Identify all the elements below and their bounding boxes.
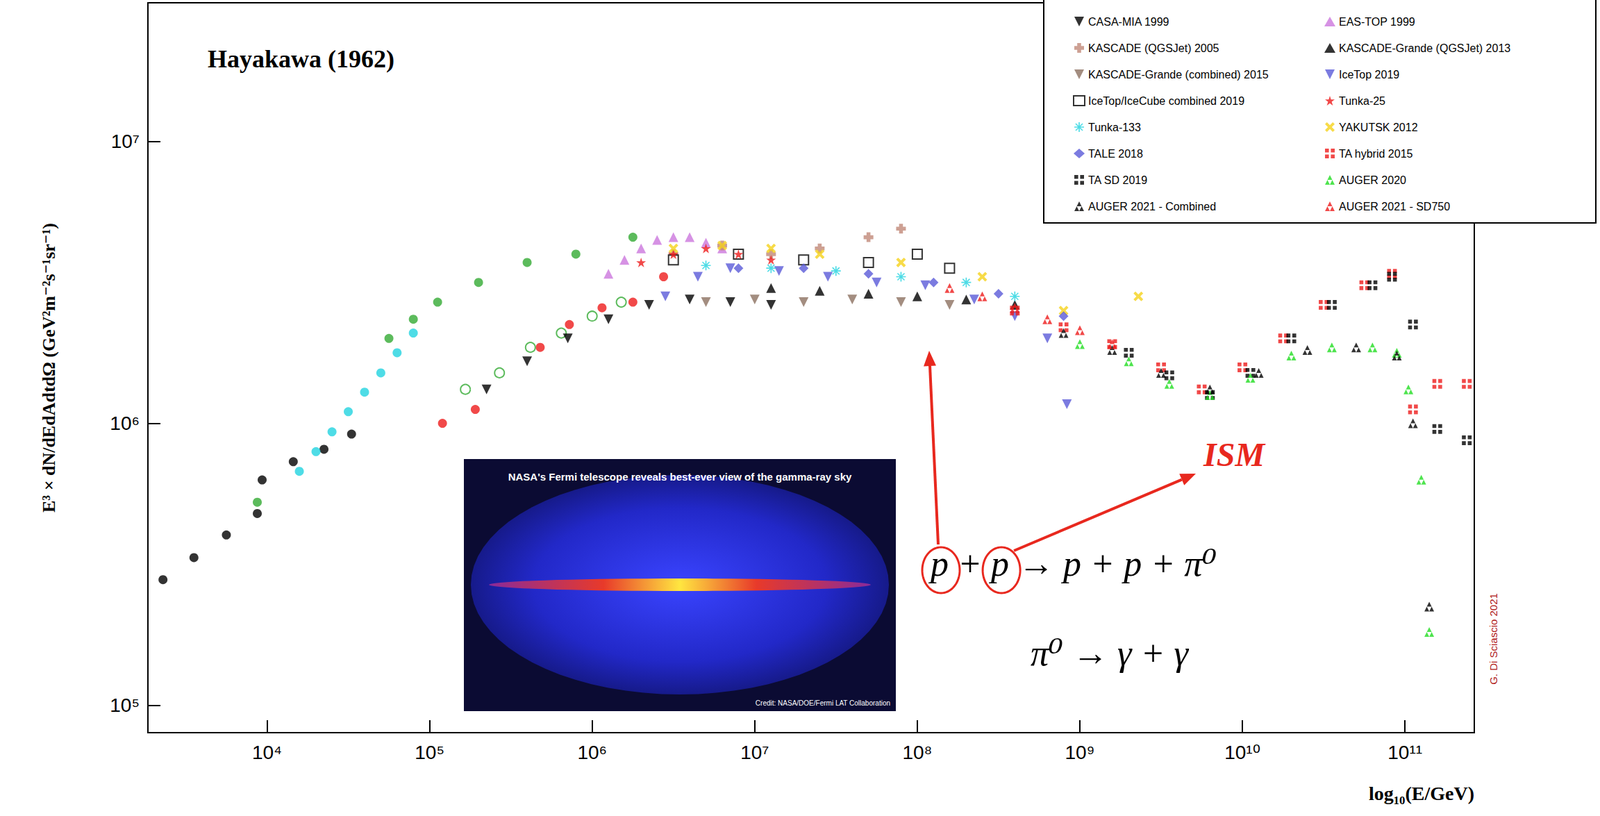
svg-text:EAS-TOP 1999: EAS-TOP 1999 [1338,15,1416,28]
svg-text:TA hybrid 2015: TA hybrid 2015 [1338,147,1414,160]
svg-text:ISM: ISM [1202,436,1266,473]
svg-text:Tunka-133: Tunka-133 [1088,121,1141,134]
svg-text:IceTop/IceCube combined 2019: IceTop/IceCube combined 2019 [1088,95,1245,107]
svg-text:KASCADE-Grande (QGSJet) 2013: KASCADE-Grande (QGSJet) 2013 [1338,42,1511,55]
svg-text:E³ × dN/dEdAdtdΩ (GeV²m⁻²s⁻¹sr: E³ × dN/dEdAdtdΩ (GeV²m⁻²s⁻¹sr⁻¹) [38,222,60,513]
svg-text:Credit: NASA/DOE/Fermi LAT Col: Credit: NASA/DOE/Fermi LAT Collaboration [755,699,891,707]
svg-text:10⁶: 10⁶ [577,741,607,764]
svg-text:p + p → p + p + π⁰: p + p → p + p + π⁰ [927,543,1217,584]
svg-text:TA SD 2019: TA SD 2019 [1088,174,1148,187]
svg-text:AUGER 2021 - SD750: AUGER 2021 - SD750 [1338,200,1450,213]
svg-text:10⁸: 10⁸ [902,741,932,764]
svg-text:10¹¹: 10¹¹ [1387,741,1423,764]
svg-text:10⁵: 10⁵ [414,741,445,764]
svg-text:NASA's Fermi telescope reveals: NASA's Fermi telescope reveals best-ever… [508,470,853,483]
svg-text:TALE 2018: TALE 2018 [1088,147,1144,160]
svg-text:π⁰ → γ + γ: π⁰ → γ + γ [1030,633,1189,673]
svg-text:10⁷: 10⁷ [740,741,769,764]
svg-text:AUGER 2021 - Combined: AUGER 2021 - Combined [1088,200,1216,213]
svg-text:10⁵: 10⁵ [109,694,140,716]
svg-text:10⁴: 10⁴ [252,741,282,764]
svg-text:G. Di Sciascio 2021: G. Di Sciascio 2021 [1487,593,1500,685]
svg-text:CASA-MIA 1999: CASA-MIA 1999 [1088,15,1170,28]
svg-text:10⁹: 10⁹ [1064,741,1095,764]
svg-text:10¹⁰: 10¹⁰ [1224,741,1261,764]
svg-text:10⁷: 10⁷ [111,130,140,153]
svg-text:AUGER 2020: AUGER 2020 [1338,174,1407,187]
svg-text:10⁶: 10⁶ [109,412,140,435]
svg-text:KASCADE-Grande (combined) 2015: KASCADE-Grande (combined) 2015 [1088,68,1269,81]
svg-text:Hayakawa (1962): Hayakawa (1962) [207,45,395,73]
svg-text:IceTop 2019: IceTop 2019 [1338,68,1400,81]
svg-text:log₁₀(E/GeV): log₁₀(E/GeV) [1368,782,1475,805]
svg-text:KASCADE (QGSJet) 2005: KASCADE (QGSJet) 2005 [1088,42,1220,55]
svg-text:YAKUTSK 2012: YAKUTSK 2012 [1338,121,1419,134]
svg-text:Tunka-25: Tunka-25 [1338,95,1386,107]
